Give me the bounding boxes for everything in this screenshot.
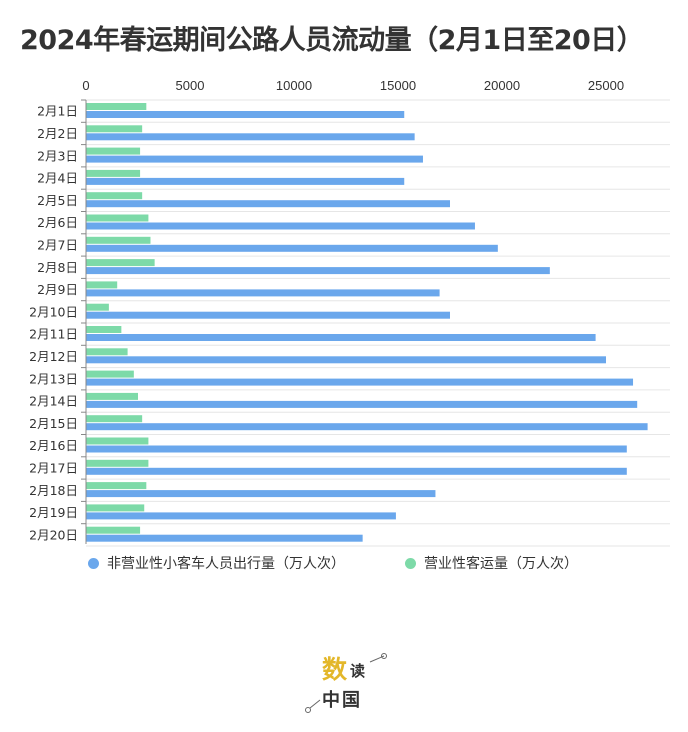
- logo-text-du: 读: [350, 662, 366, 680]
- category-label: 2月17日: [29, 460, 78, 475]
- bar-commercial[interactable]: [86, 437, 149, 445]
- legend-marker-private: [88, 557, 99, 569]
- bar-private[interactable]: [86, 423, 648, 431]
- x-axis-ticks: 0 5000 10000 15000 20000 25000: [82, 78, 624, 93]
- bar-commercial[interactable]: [86, 482, 147, 490]
- category-label: 2月6日: [37, 215, 78, 230]
- bar-private[interactable]: [86, 244, 498, 252]
- bar-private[interactable]: [86, 334, 596, 341]
- bar-commercial[interactable]: [86, 259, 155, 267]
- legend-label-commercial: 营业性客运量（万人次）: [424, 556, 578, 572]
- bar-commercial[interactable]: [86, 392, 138, 400]
- category-label: 2月8日: [37, 260, 78, 275]
- x-tick-label: 5000: [176, 78, 205, 93]
- x-tick-label: 10000: [276, 78, 312, 93]
- x-tick-label: 15000: [380, 78, 416, 93]
- bar-commercial[interactable]: [86, 169, 141, 177]
- bar-private[interactable]: [86, 200, 450, 208]
- x-tick-label: 25000: [588, 78, 624, 93]
- category-label: 2月1日: [37, 104, 78, 119]
- logo-text-zhongguo: 中国: [322, 690, 362, 711]
- x-tick-label: 20000: [484, 78, 520, 93]
- category-label: 2月11日: [29, 327, 78, 342]
- bar-private[interactable]: [86, 512, 396, 520]
- grid-layer: [86, 99, 670, 547]
- logo-lines-icon: [305, 653, 387, 713]
- bar-commercial[interactable]: [86, 192, 143, 200]
- bar-private[interactable]: [86, 378, 634, 386]
- category-label: 2月4日: [37, 171, 78, 186]
- legend-marker-commercial: [405, 557, 416, 569]
- bar-private[interactable]: [86, 133, 415, 141]
- bar-commercial[interactable]: [86, 504, 145, 512]
- bar-commercial[interactable]: [86, 370, 134, 378]
- bar-private[interactable]: [86, 155, 423, 163]
- bar-commercial[interactable]: [86, 303, 109, 311]
- category-label: 2月3日: [37, 148, 78, 163]
- bar-private[interactable]: [86, 356, 606, 364]
- category-label: 2月16日: [29, 438, 78, 453]
- logo-text-shu: 数: [322, 655, 348, 684]
- category-label: 2月12日: [29, 349, 78, 364]
- bar-private[interactable]: [86, 177, 405, 185]
- bar-commercial[interactable]: [86, 415, 143, 423]
- bars: [86, 103, 648, 542]
- bar-commercial[interactable]: [86, 236, 151, 244]
- category-label: 2月20日: [29, 527, 78, 542]
- bar-private[interactable]: [86, 467, 627, 475]
- bar-private[interactable]: [86, 445, 627, 453]
- x-tick-label: 0: [82, 78, 89, 93]
- bar-private[interactable]: [86, 111, 405, 118]
- bar-private[interactable]: [86, 289, 440, 297]
- bar-private[interactable]: [86, 534, 363, 542]
- bar-commercial[interactable]: [86, 281, 118, 289]
- bar-private[interactable]: [86, 490, 436, 498]
- category-label: 2月13日: [29, 371, 78, 386]
- legend-label-private: 非营业性小客车人员出行量（万人次）: [107, 556, 345, 572]
- legend-item-private-cars[interactable]: 非营业性小客车人员出行量（万人次）: [88, 553, 345, 573]
- bar-private[interactable]: [86, 400, 638, 408]
- bar-private[interactable]: [86, 222, 475, 230]
- category-label: 2月2日: [37, 126, 78, 141]
- category-label: 2月14日: [29, 394, 78, 409]
- chart-title: 2024年春运期间公路人员流动量（2月1日至20日）: [20, 25, 644, 56]
- bar-private[interactable]: [86, 267, 550, 275]
- bar-commercial[interactable]: [86, 103, 147, 110]
- category-label: 2月18日: [29, 483, 78, 498]
- bar-commercial[interactable]: [86, 147, 141, 155]
- category-label: 2月15日: [29, 416, 78, 431]
- category-label: 2月5日: [37, 193, 78, 208]
- y-axis-categories: 2月1日 2月2日 2月3日 2月4日 2月5日 2月6日 2月7日 2月8日 2月9日 2月10…: [29, 99, 86, 542]
- legend-item-commercial[interactable]: 营业性客运量（万人次）: [405, 553, 578, 573]
- bar-commercial[interactable]: [86, 459, 149, 467]
- category-label: 2月7日: [37, 237, 78, 252]
- bar-private[interactable]: [86, 311, 450, 319]
- bar-commercial[interactable]: [86, 125, 143, 133]
- bar-commercial[interactable]: [86, 326, 122, 333]
- bar-commercial[interactable]: [86, 348, 128, 356]
- bar-commercial[interactable]: [86, 214, 149, 222]
- category-label: 2月19日: [29, 505, 78, 520]
- category-label: 2月9日: [37, 282, 78, 297]
- bar-commercial[interactable]: [86, 526, 141, 534]
- logo: 数 读 中国: [300, 648, 390, 718]
- category-label: 2月10日: [29, 304, 78, 319]
